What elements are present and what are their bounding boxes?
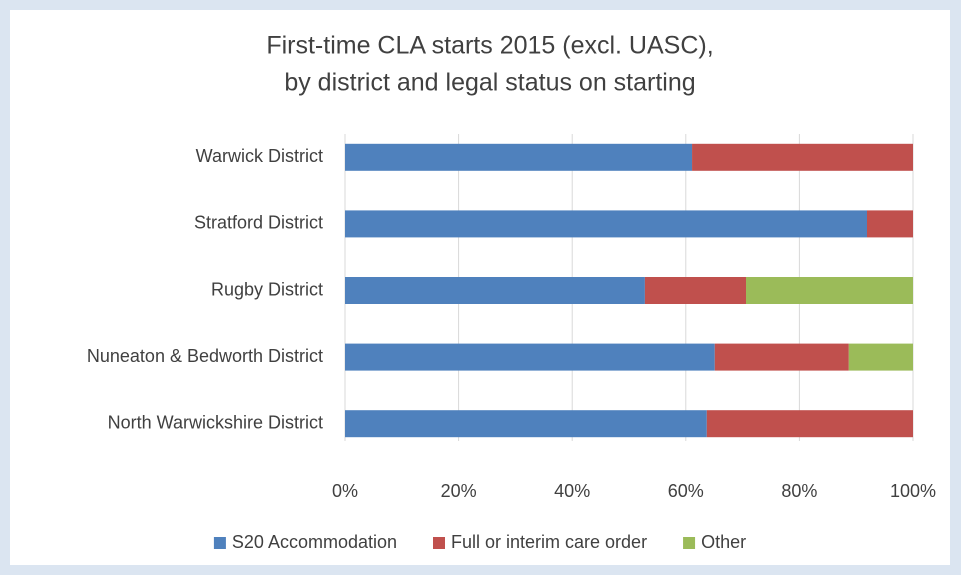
- x-tick-label: 60%: [668, 481, 704, 501]
- bar-segment: [345, 343, 715, 371]
- legend-label: S20 Accommodation: [232, 532, 397, 552]
- bar-segment: [345, 210, 867, 238]
- bar-segment: [345, 277, 645, 304]
- x-tick-label: 80%: [781, 481, 817, 501]
- bar-segment: [692, 143, 913, 171]
- legend-swatch: [683, 537, 696, 549]
- chart-title: by district and legal status on starting: [284, 69, 695, 97]
- legend-label: Other: [701, 532, 746, 552]
- y-tick-label: Nuneaton & Bedworth District: [87, 346, 323, 366]
- bar-segment: [345, 410, 707, 438]
- y-tick-label: Stratford District: [194, 213, 323, 233]
- bar-segment: [345, 143, 693, 171]
- bar-segment: [848, 343, 913, 371]
- bar-segment: [746, 277, 913, 304]
- chart-title: First-time CLA starts 2015 (excl. UASC),: [266, 32, 713, 60]
- legend-swatch: [213, 537, 226, 549]
- x-tick-label: 0%: [332, 481, 358, 501]
- y-tick-label: Warwick District: [196, 146, 323, 166]
- x-tick-label: 40%: [554, 481, 590, 501]
- y-tick-label: North Warwickshire District: [108, 412, 323, 432]
- y-tick-label: Rugby District: [211, 279, 323, 299]
- x-tick-label: 100%: [890, 481, 936, 501]
- bar-segment: [706, 410, 913, 438]
- x-tick-label: 20%: [441, 481, 477, 501]
- bar-segment: [644, 277, 747, 304]
- legend-swatch: [433, 537, 445, 549]
- bar-segment: [714, 343, 849, 371]
- legend-label: Full or interim care order: [451, 532, 647, 552]
- bar-segment: [866, 210, 913, 238]
